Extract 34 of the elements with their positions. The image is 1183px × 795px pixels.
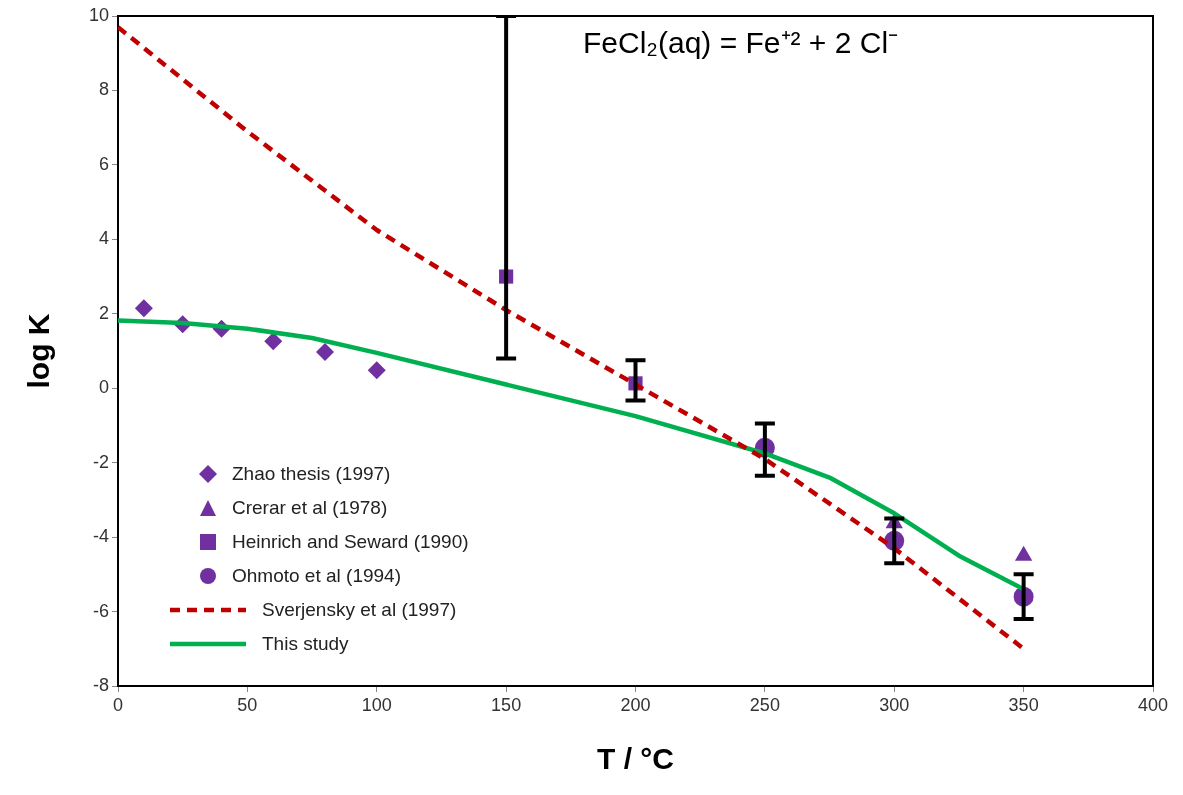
y-tick-label: 2 <box>98 302 109 323</box>
x-tick-label: 250 <box>749 694 780 715</box>
x-tick-label: 200 <box>620 694 651 715</box>
x-tick-label: 400 <box>1137 694 1169 715</box>
legend-label: This study <box>262 633 349 655</box>
legend-label: Ohmoto et al (1994) <box>232 565 401 587</box>
y-tick-label: -2 <box>92 451 109 472</box>
point <box>1014 545 1033 561</box>
x-tick-label: 150 <box>491 694 522 715</box>
x-tick-label: 100 <box>361 694 392 715</box>
y-tick-label: 4 <box>98 228 109 249</box>
x-tick-label: 0 <box>112 694 124 715</box>
point <box>264 332 283 351</box>
point <box>134 299 153 318</box>
point <box>367 361 386 380</box>
x-axis-title: T / °C <box>597 742 674 776</box>
legend-label: Heinrich and Seward (1990) <box>232 531 469 553</box>
y-tick-label: -8 <box>92 674 109 695</box>
y-axis-title: log K <box>21 313 55 389</box>
x-tick-label: 50 <box>237 694 258 715</box>
y-tick-label: 10 <box>88 4 109 25</box>
y-tick-label: -4 <box>92 526 109 547</box>
legend-label: Sverjensky et al (1997) <box>262 599 457 621</box>
legend-label: Crerar et al (1978) <box>232 497 388 519</box>
x-tick-label: 300 <box>879 694 910 715</box>
point <box>316 343 334 362</box>
line-series <box>118 24 1026 652</box>
chart-title: FeCl₂(aq) = Fe⁺² + 2 Cl⁻ <box>583 25 899 61</box>
y-tick-label: -6 <box>92 600 109 621</box>
y-tick-label: 6 <box>98 153 109 174</box>
x-tick-label: 350 <box>1008 694 1039 715</box>
legend-label: Zhao thesis (1997) <box>232 463 391 485</box>
y-tick-label: 0 <box>98 377 109 398</box>
y-tick-label: 8 <box>98 79 109 100</box>
